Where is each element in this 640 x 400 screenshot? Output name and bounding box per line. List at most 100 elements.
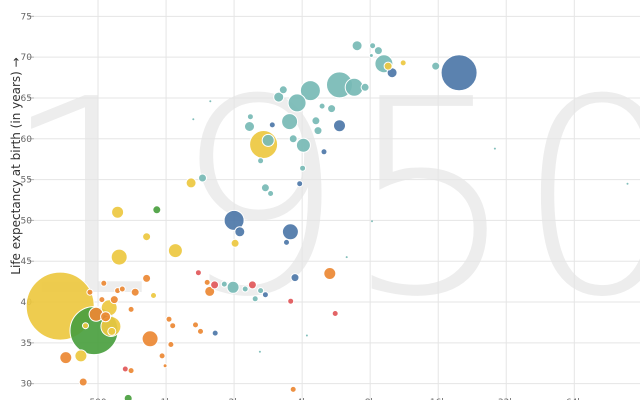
y-tick-label: 60 [21, 135, 33, 145]
bubble-point [100, 279, 108, 287]
bubble-point [110, 248, 128, 266]
bubble-point [226, 280, 240, 294]
bubble-point [109, 295, 119, 305]
bubble-point [118, 285, 126, 293]
bubble-point [194, 269, 202, 277]
x-tick-label: 32k [498, 398, 515, 400]
bubble-point [290, 273, 300, 283]
bubble-point [162, 363, 168, 369]
bubble-point [268, 121, 276, 129]
bubble-point [626, 182, 629, 185]
bubble-point [59, 351, 73, 365]
bubble-point [320, 148, 328, 156]
bubble-point [123, 393, 133, 400]
bubble-point [192, 118, 195, 121]
bubble-point [98, 296, 106, 304]
bubble-point [295, 137, 311, 153]
bubble-point [167, 243, 183, 259]
x-tick-label: 64k [566, 398, 583, 400]
bubble-point [230, 238, 240, 248]
bubble-point [383, 61, 393, 71]
bubble-point [220, 280, 228, 288]
bubble-point [197, 327, 204, 335]
bubble-point [152, 205, 162, 215]
bubble-point [368, 53, 374, 58]
bubble-point [278, 85, 288, 95]
bubble-point [82, 322, 89, 330]
bubble-point [247, 280, 257, 290]
x-tick-label: 500 [89, 398, 106, 400]
bubble-point [209, 100, 212, 103]
bubble-point [261, 133, 275, 147]
bubble-point [258, 350, 261, 353]
bubble-point [287, 93, 307, 113]
bubble-point [369, 42, 377, 50]
bubble-point [185, 177, 197, 189]
bubble-point [299, 80, 321, 102]
bubble-point [78, 377, 88, 387]
bubble-point [142, 273, 152, 283]
bubble-point [313, 126, 323, 136]
bubble-point [327, 104, 337, 114]
bubble-point [251, 295, 259, 303]
bubble-point [192, 321, 199, 329]
y-tick-label: 70 [21, 53, 33, 63]
bubble-point [167, 341, 175, 348]
bubble-point [281, 113, 299, 131]
bubble-point [86, 288, 94, 296]
y-tick-label: 35 [21, 339, 32, 349]
bubble-point [283, 238, 290, 246]
bubble-point [267, 190, 275, 197]
bubble-point [318, 102, 326, 110]
bubble-point [373, 46, 383, 56]
bubble-point [493, 147, 496, 150]
bubble-point [165, 315, 173, 323]
bubble-point [323, 267, 337, 280]
bubble-point [107, 326, 117, 336]
bubble-point [399, 59, 407, 67]
bubble-point [311, 116, 321, 126]
bubble-point [281, 223, 299, 241]
x-tick-label: 16k [430, 398, 447, 400]
bubble-point [141, 330, 159, 348]
bubble-point [241, 285, 249, 293]
bubble-point [288, 134, 298, 144]
bubble-point [74, 349, 88, 363]
bubble-point [127, 367, 135, 375]
bubble-point [273, 91, 285, 103]
y-tick-label: 50 [21, 216, 33, 226]
bubble-point [223, 209, 245, 231]
bubble-point [111, 205, 125, 219]
y-tick-label: 65 [21, 94, 32, 104]
bubble-point [257, 287, 265, 295]
bubble-point [234, 226, 246, 238]
bubble-point [260, 183, 270, 193]
bubble-point [344, 77, 364, 97]
bubble-point [351, 40, 363, 52]
bubble-point [121, 365, 129, 373]
x-tick-label: 2k [229, 398, 241, 400]
bubble-point [210, 280, 220, 290]
bubble-point [127, 305, 135, 313]
bubble-point [130, 287, 140, 297]
bubble-point [299, 164, 307, 172]
bubble-point [244, 121, 255, 132]
bubble-point [100, 311, 112, 323]
bubble-point [360, 82, 370, 92]
x-tick-label: 4k [297, 398, 309, 400]
y-tick-label: 55 [21, 176, 32, 186]
bubble-point [211, 329, 219, 337]
y-axis-title: Life expectancy at birth (in years) → [9, 57, 23, 274]
bubble-point [204, 285, 216, 297]
x-tick-label: 8k [365, 398, 377, 400]
bubble-point [331, 310, 339, 317]
bubble-point [261, 291, 269, 299]
bubble-series [25, 40, 629, 400]
bubble-point [371, 220, 373, 223]
bubble-point [333, 119, 346, 133]
bubble-point [296, 180, 304, 188]
y-tick-label: 45 [21, 257, 32, 267]
bubble-point [142, 232, 152, 242]
